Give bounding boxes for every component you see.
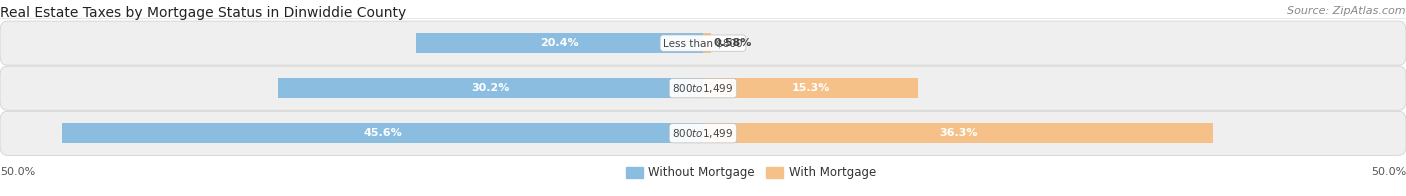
Text: Without Mortgage: Without Mortgage [648, 166, 755, 179]
Text: 50.0%: 50.0% [1371, 167, 1406, 178]
Text: 20.4%: 20.4% [540, 38, 579, 48]
Text: Real Estate Taxes by Mortgage Status in Dinwiddie County: Real Estate Taxes by Mortgage Status in … [0, 6, 406, 20]
Text: With Mortgage: With Mortgage [789, 166, 876, 179]
Text: 30.2%: 30.2% [471, 83, 510, 93]
Bar [703, 123, 1213, 143]
Bar [278, 78, 703, 98]
Text: 50.0%: 50.0% [0, 167, 35, 178]
Text: $800 to $1,499: $800 to $1,499 [672, 127, 734, 140]
FancyBboxPatch shape [0, 21, 1406, 65]
Text: Less than $800: Less than $800 [664, 38, 742, 48]
Bar [703, 78, 918, 98]
Text: 45.6%: 45.6% [363, 128, 402, 138]
Bar [766, 167, 783, 178]
Text: 0.58%: 0.58% [713, 38, 751, 48]
Text: $800 to $1,499: $800 to $1,499 [672, 82, 734, 95]
Text: 36.3%: 36.3% [939, 128, 977, 138]
FancyBboxPatch shape [0, 66, 1406, 110]
FancyBboxPatch shape [0, 111, 1406, 155]
Bar [703, 33, 711, 53]
Text: 15.3%: 15.3% [792, 83, 830, 93]
Bar [416, 33, 703, 53]
Bar [626, 167, 643, 178]
Bar [62, 123, 703, 143]
Text: Source: ZipAtlas.com: Source: ZipAtlas.com [1288, 6, 1406, 16]
